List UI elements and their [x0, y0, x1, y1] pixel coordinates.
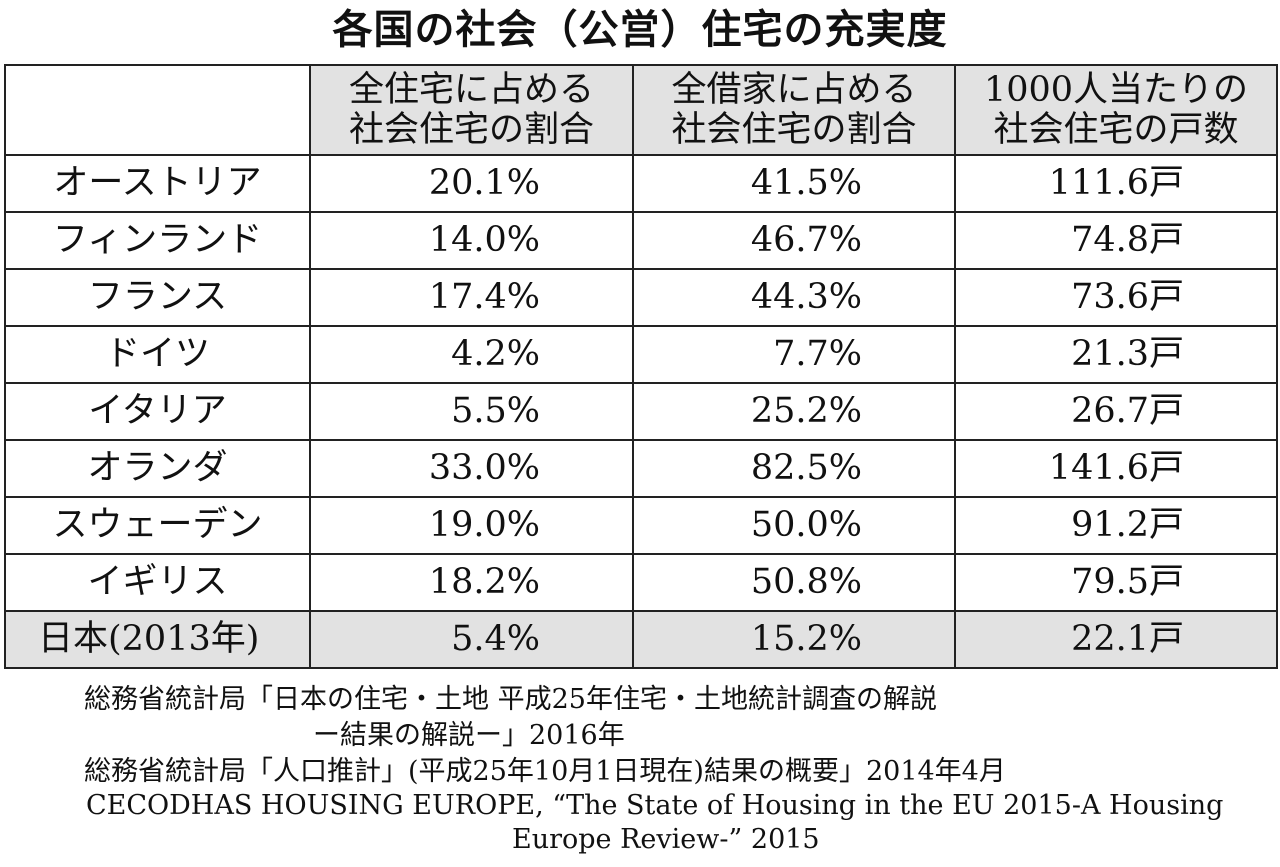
housing-table: 全住宅に占める 社会住宅の割合 全借家に占める 社会住宅の割合 1000人当たり… — [4, 64, 1278, 669]
table-row-japan: 日本(2013年) 5.4% 15.2% 22.1戸 — [5, 611, 1277, 668]
share-rental-cell: 15.2% — [633, 611, 955, 668]
share-rental-cell: 46.7% — [633, 212, 955, 269]
per-1000-cell: 22.1戸 — [955, 611, 1277, 668]
table-row: フィンランド 14.0% 46.7% 74.8戸 — [5, 212, 1277, 269]
country-cell: フランス — [5, 269, 310, 326]
share-all-cell: 14.0% — [310, 212, 633, 269]
source-line: 総務省統計局「日本の住宅・土地 平成25年住宅・土地統計調査の解説 — [84, 684, 937, 716]
per-1000-cell: 111.6戸 — [955, 155, 1277, 212]
share-all-cell: 5.5% — [310, 383, 633, 440]
header-line: 社会住宅の割合 — [311, 110, 632, 150]
country-cell: ドイツ — [5, 326, 310, 383]
table-row: ドイツ 4.2% 7.7% 21.3戸 — [5, 326, 1277, 383]
country-cell: フィンランド — [5, 212, 310, 269]
share-rental-cell: 25.2% — [633, 383, 955, 440]
share-all-cell: 17.4% — [310, 269, 633, 326]
source-line: ー結果の解説ー」2016年 — [313, 720, 625, 752]
table-row: イギリス 18.2% 50.8% 79.5戸 — [5, 554, 1277, 611]
header-share-all: 全住宅に占める 社会住宅の割合 — [310, 65, 633, 155]
table-row: イタリア 5.5% 25.2% 26.7戸 — [5, 383, 1277, 440]
per-1000-cell: 73.6戸 — [955, 269, 1277, 326]
share-all-cell: 20.1% — [310, 155, 633, 212]
share-all-cell: 5.4% — [310, 611, 633, 668]
per-1000-cell: 21.3戸 — [955, 326, 1277, 383]
source-line: CECODHAS HOUSING EUROPE, “The State of H… — [86, 790, 1223, 822]
table-row: オーストリア 20.1% 41.5% 111.6戸 — [5, 155, 1277, 212]
per-1000-cell: 141.6戸 — [955, 440, 1277, 497]
share-all-cell: 33.0% — [310, 440, 633, 497]
header-line: 社会住宅の戸数 — [956, 110, 1276, 150]
page-title: 各国の社会（公営）住宅の充実度 — [0, 2, 1280, 58]
share-all-cell: 18.2% — [310, 554, 633, 611]
header-per-1000: 1000人当たりの 社会住宅の戸数 — [955, 65, 1277, 155]
country-cell: スウェーデン — [5, 497, 310, 554]
header-line: 社会住宅の割合 — [634, 110, 954, 150]
country-cell: オランダ — [5, 440, 310, 497]
header-share-rental: 全借家に占める 社会住宅の割合 — [633, 65, 955, 155]
table-row: スウェーデン 19.0% 50.0% 91.2戸 — [5, 497, 1277, 554]
per-1000-cell: 91.2戸 — [955, 497, 1277, 554]
table-row: フランス 17.4% 44.3% 73.6戸 — [5, 269, 1277, 326]
header-line: 1000人当たりの — [956, 70, 1276, 110]
share-all-cell: 19.0% — [310, 497, 633, 554]
share-rental-cell: 44.3% — [633, 269, 955, 326]
share-rental-cell: 41.5% — [633, 155, 955, 212]
share-rental-cell: 50.8% — [633, 554, 955, 611]
country-cell: 日本(2013年) — [5, 611, 310, 668]
header-line: 全住宅に占める — [311, 70, 632, 110]
header-row: 全住宅に占める 社会住宅の割合 全借家に占める 社会住宅の割合 1000人当たり… — [5, 65, 1277, 155]
table-row: オランダ 33.0% 82.5% 141.6戸 — [5, 440, 1277, 497]
share-rental-cell: 50.0% — [633, 497, 955, 554]
source-line: Europe Review-” 2015 — [512, 824, 820, 856]
share-rental-cell: 7.7% — [633, 326, 955, 383]
per-1000-cell: 26.7戸 — [955, 383, 1277, 440]
source-line: 総務省統計局「人口推計」(平成25年10月1日現在)結果の概要」2014年4月 — [84, 756, 1006, 788]
country-cell: イギリス — [5, 554, 310, 611]
country-cell: オーストリア — [5, 155, 310, 212]
per-1000-cell: 74.8戸 — [955, 212, 1277, 269]
header-line: 全借家に占める — [634, 70, 954, 110]
share-all-cell: 4.2% — [310, 326, 633, 383]
share-rental-cell: 82.5% — [633, 440, 955, 497]
header-blank-cell — [5, 65, 310, 155]
per-1000-cell: 79.5戸 — [955, 554, 1277, 611]
country-cell: イタリア — [5, 383, 310, 440]
